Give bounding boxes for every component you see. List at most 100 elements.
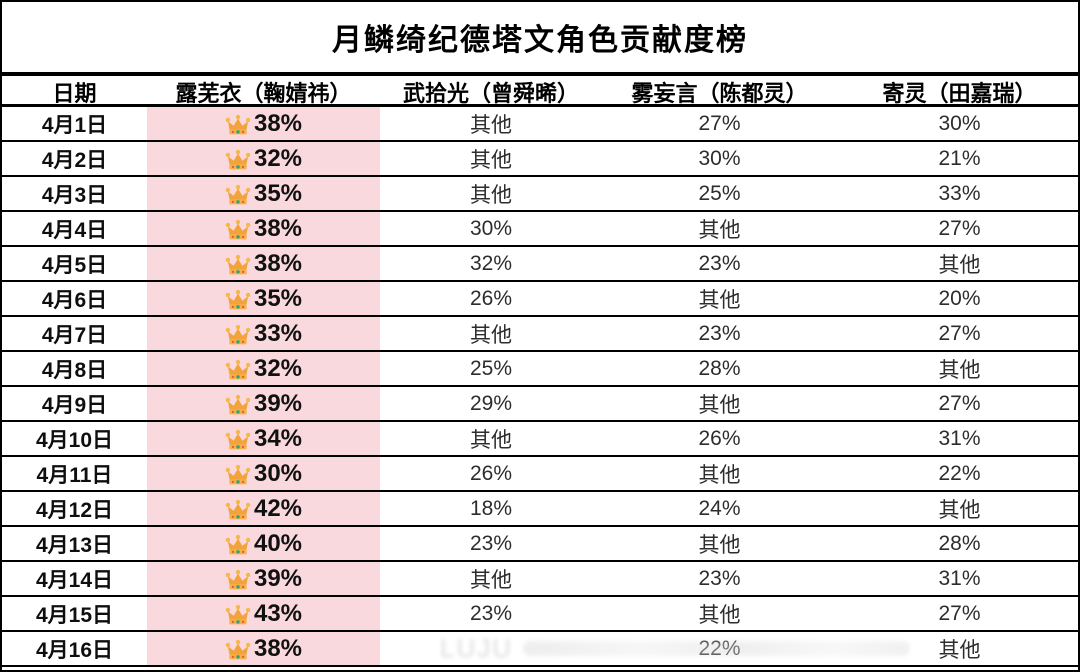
header-row: 日期 露芜衣（鞠婧祎） 武拾光（曾舜晞） 雾妄言（陈都灵） 寄灵（田嘉瑞）	[2, 72, 1078, 107]
lead-value: 39%	[253, 564, 303, 592]
value-cell: 27%	[698, 111, 741, 135]
lead-value-cell: 38%	[147, 632, 380, 665]
value-cell: 其他	[470, 113, 512, 137]
value-cell: 其他	[470, 148, 512, 172]
value-cell: 其他	[938, 638, 981, 662]
crown-icon	[225, 359, 251, 381]
table-row: 4月14日 39% 其他 23% 31%	[2, 562, 1078, 597]
value-cell: 28%	[698, 356, 741, 380]
date-cell: 4月5日	[41, 253, 108, 277]
value-cell: 22%	[698, 636, 741, 660]
value-cell: 其他	[470, 428, 512, 452]
value-cell: 26%	[469, 286, 513, 310]
value-cell: 27%	[938, 321, 981, 345]
column-header-4: 寄灵（田嘉瑞）	[882, 81, 1037, 106]
table-body: 4月1日 38% 其他 27% 30% 4月2日 32% 其他 30% 21% 4月3日	[2, 107, 1078, 667]
crown-icon	[225, 499, 251, 521]
lead-value-cell: 34%	[147, 422, 380, 455]
value-cell: 31%	[938, 566, 981, 590]
lead-value-cell: 32%	[147, 352, 380, 385]
value-cell: 33%	[938, 181, 981, 205]
crown-icon	[225, 324, 251, 346]
date-cell: 4月11日	[36, 463, 113, 487]
value-cell: 23%	[469, 601, 513, 625]
date-cell: 4月15日	[35, 603, 114, 627]
value-cell: 26%	[469, 461, 513, 485]
table-row: 4月1日 38% 其他 27% 30%	[2, 107, 1078, 142]
value-cell: 其他	[698, 603, 741, 627]
value-cell: 其他	[938, 498, 981, 522]
lead-value: 35%	[253, 284, 303, 312]
crown-icon	[225, 429, 251, 451]
lead-value-cell: 38%	[147, 247, 380, 280]
date-cell: 4月7日	[41, 323, 108, 347]
date-cell: 4月10日	[35, 428, 114, 452]
date-cell: 4月8日	[41, 358, 108, 382]
value-cell	[380, 632, 602, 665]
value-cell: 32%	[469, 251, 513, 275]
table-row: 4月10日 34% 其他 26% 31%	[2, 422, 1078, 457]
crown-icon	[225, 219, 251, 241]
table-row: 4月3日 35% 其他 25% 33%	[2, 177, 1078, 212]
table-row: 4月8日 32% 25% 28% 其他	[2, 352, 1078, 387]
lead-value-cell: 38%	[147, 212, 380, 245]
table-row: 4月15日 43% 23% 其他 27%	[2, 597, 1078, 632]
table-row: 4月2日 32% 其他 30% 21%	[2, 142, 1078, 177]
lead-value: 33%	[253, 319, 303, 347]
value-cell: 23%	[698, 566, 741, 590]
value-cell: 其他	[938, 358, 981, 382]
table-row: 4月4日 38% 30% 其他 27%	[2, 212, 1078, 247]
crown-icon	[225, 464, 251, 486]
title-bar: 月鳞绮纪德塔文角色贡献度榜	[2, 2, 1078, 72]
lead-value-cell: 39%	[147, 387, 380, 420]
lead-value-cell: 38%	[147, 107, 380, 140]
date-cell: 4月9日	[41, 393, 108, 417]
value-cell: 27%	[938, 601, 981, 625]
lead-value: 38%	[253, 249, 303, 277]
table-row: 4月9日 39% 29% 其他 27%	[2, 387, 1078, 422]
value-cell: 其他	[470, 568, 512, 592]
column-header-2: 武拾光（曾舜晞）	[402, 81, 579, 106]
lead-value: 42%	[253, 494, 303, 522]
lead-value-cell: 35%	[147, 177, 380, 210]
value-cell: 其他	[938, 253, 981, 277]
date-cell: 4月12日	[35, 498, 114, 522]
date-cell: 4月2日	[41, 148, 108, 172]
page-title: 月鳞绮纪德塔文角色贡献度榜	[332, 24, 748, 57]
table-row: 4月6日 35% 26% 其他 20%	[2, 282, 1078, 317]
lead-value: 43%	[253, 599, 303, 627]
value-cell: 30%	[469, 216, 513, 240]
value-cell: 22%	[938, 461, 981, 485]
crown-icon	[225, 184, 251, 206]
date-cell: 4月1日	[41, 113, 108, 137]
crown-icon	[225, 604, 251, 626]
table-row: 4月12日 42% 18% 24% 其他	[2, 492, 1078, 527]
value-cell: 其他	[698, 463, 741, 487]
value-cell: 20%	[938, 286, 981, 310]
value-cell: 29%	[469, 391, 513, 415]
value-cell: 23%	[698, 321, 741, 345]
value-cell: 18%	[469, 496, 513, 520]
lead-value-cell: 43%	[147, 597, 380, 630]
date-cell: 4月4日	[41, 218, 108, 242]
lead-value-cell: 40%	[147, 527, 380, 560]
column-header-0: 日期	[52, 81, 97, 106]
crown-icon	[225, 289, 251, 311]
value-cell: 23%	[469, 531, 513, 555]
lead-value: 32%	[253, 144, 303, 172]
crown-icon	[225, 149, 251, 171]
date-cell: 4月3日	[41, 183, 108, 207]
lead-value: 35%	[253, 179, 303, 207]
value-cell: 28%	[938, 531, 981, 555]
value-cell: 27%	[938, 216, 981, 240]
lead-value: 34%	[253, 424, 303, 452]
date-cell: 4月16日	[35, 638, 114, 662]
value-cell: 31%	[938, 426, 981, 450]
column-header-1: 露芜衣（鞠婧祎）	[175, 81, 352, 106]
date-cell: 4月6日	[41, 288, 108, 312]
value-cell: 21%	[938, 146, 981, 170]
table-row: 4月11日 30% 26% 其他 22%	[2, 457, 1078, 492]
lead-value: 30%	[253, 459, 303, 487]
value-cell: 27%	[938, 391, 981, 415]
